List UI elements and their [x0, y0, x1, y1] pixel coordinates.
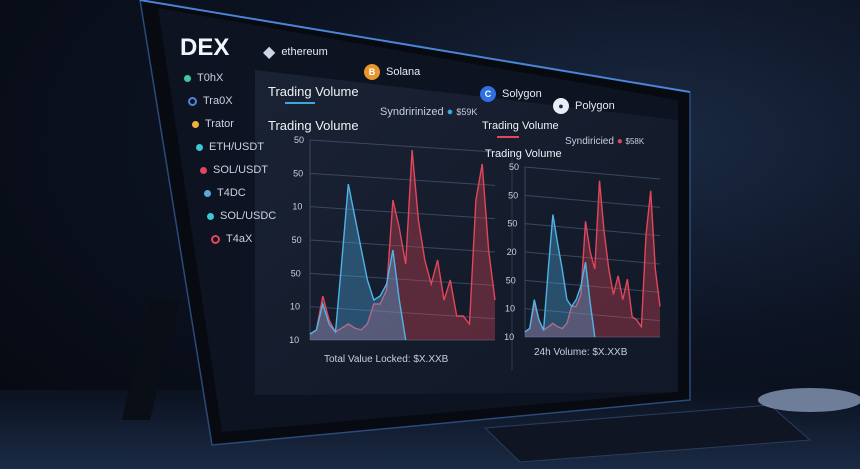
chart-right: 50 50 50 20 50 10 10 — [504, 162, 661, 342]
dot-marker-icon — [200, 166, 207, 174]
series-line — [309, 149, 496, 335]
network-tab-ethereum[interactable]: ◆ ethereum — [263, 44, 328, 61]
panel2-footer: 24h Volume: $X.XXB — [534, 347, 628, 358]
series-line — [309, 183, 407, 341]
ring-marker-icon — [188, 96, 197, 106]
solygon-coin-icon: C — [480, 86, 496, 102]
panel2-tab-underline — [497, 136, 519, 138]
y-tick-label: 10 — [292, 202, 302, 212]
sidebar-item-label: SOL/USDC — [220, 210, 277, 222]
dot-marker-icon — [196, 143, 203, 151]
network-tab-solana[interactable]: B Solana — [364, 64, 420, 80]
sidebar-item[interactable]: Tra0X — [188, 95, 233, 107]
y-tick-label: 50 — [508, 190, 518, 200]
sidebar-item-label: T0hX — [197, 72, 224, 84]
y-tick-label: 50 — [294, 135, 304, 145]
dot-marker-icon — [184, 74, 191, 82]
sidebar-item[interactable]: SOL/USDC — [207, 210, 276, 222]
network-tab-solygon[interactable]: C Solygon — [480, 86, 542, 102]
series-area — [310, 150, 495, 340]
series-area — [310, 184, 406, 340]
gridline — [309, 206, 496, 220]
y-tick-label: 50 — [509, 162, 519, 172]
y-tick-label: 50 — [507, 219, 517, 229]
sidebar-item[interactable]: SOL/USDT — [200, 164, 268, 176]
polygon-user-icon: ● — [553, 98, 569, 114]
panel1-footer: Total Value Locked: $X.XXB — [324, 354, 449, 365]
monitor-stand — [122, 300, 180, 420]
sidebar-item[interactable]: T0hX — [184, 72, 223, 84]
gridline — [309, 172, 496, 186]
series-area — [525, 214, 595, 337]
series-line — [524, 180, 661, 333]
series-line — [524, 214, 596, 338]
status-dot-icon: ● — [446, 106, 454, 118]
network-tab-polygon[interactable]: ● Polygon — [553, 98, 615, 114]
panel1-title: Trading Volume — [268, 118, 359, 133]
gridline — [309, 139, 496, 153]
sidebar-item-label: ETH/USDT — [209, 141, 264, 153]
sidebar-item-label: SOL/USDT — [213, 164, 269, 176]
logo: DEX — [180, 34, 230, 61]
dot-marker-icon — [204, 189, 211, 197]
mouse — [758, 388, 860, 412]
sidebar-item[interactable]: ETH/USDT — [196, 141, 264, 153]
sidebar-item-label: Trator — [205, 118, 234, 130]
y-tick-label: 50 — [293, 168, 303, 178]
gridline — [524, 223, 661, 237]
chart-left: 50 50 10 50 50 10 10 — [289, 135, 496, 345]
panel2-title: Trading Volume — [485, 148, 562, 160]
sidebar-item[interactable]: Trator — [192, 118, 234, 130]
y-tick-label: 10 — [290, 302, 300, 312]
panel2-tab-trading-volume[interactable]: Trading Volume — [482, 120, 559, 132]
sidebar-item-label: T4aX — [226, 233, 253, 245]
dot-marker-icon — [207, 212, 214, 220]
series-area — [525, 180, 660, 337]
panel1-status: Syndririnized ● $59K — [380, 106, 478, 118]
y-tick-label: 50 — [291, 268, 301, 278]
ethereum-icon: ◆ — [263, 44, 276, 61]
y-tick-label: 10 — [504, 332, 514, 342]
sidebar-item-label: T4DC — [217, 187, 246, 199]
panel1-tab-underline — [285, 102, 315, 104]
dot-marker-icon — [192, 120, 199, 128]
y-tick-label: 50 — [506, 275, 516, 285]
panel2-status: Syndiricied ● $58K — [565, 136, 645, 147]
y-tick-label: 10 — [289, 335, 299, 345]
ring-marker-icon — [211, 234, 220, 244]
y-tick-label: 50 — [292, 235, 302, 245]
gridline — [524, 194, 661, 208]
sidebar-item-label: Tra0X — [203, 95, 233, 107]
panel1-tab-trading-volume[interactable]: Trading Volume — [268, 84, 359, 99]
status-dot-icon: ● — [616, 136, 623, 147]
sidebar-item[interactable]: T4DC — [204, 187, 246, 199]
y-tick-label: 20 — [507, 247, 517, 257]
keyboard — [483, 404, 812, 463]
sidebar-item[interactable]: T4aX — [211, 233, 252, 245]
y-tick-label: 10 — [505, 304, 515, 314]
solana-coin-icon: B — [364, 64, 380, 80]
gridline — [524, 308, 661, 322]
gridline — [524, 166, 661, 180]
